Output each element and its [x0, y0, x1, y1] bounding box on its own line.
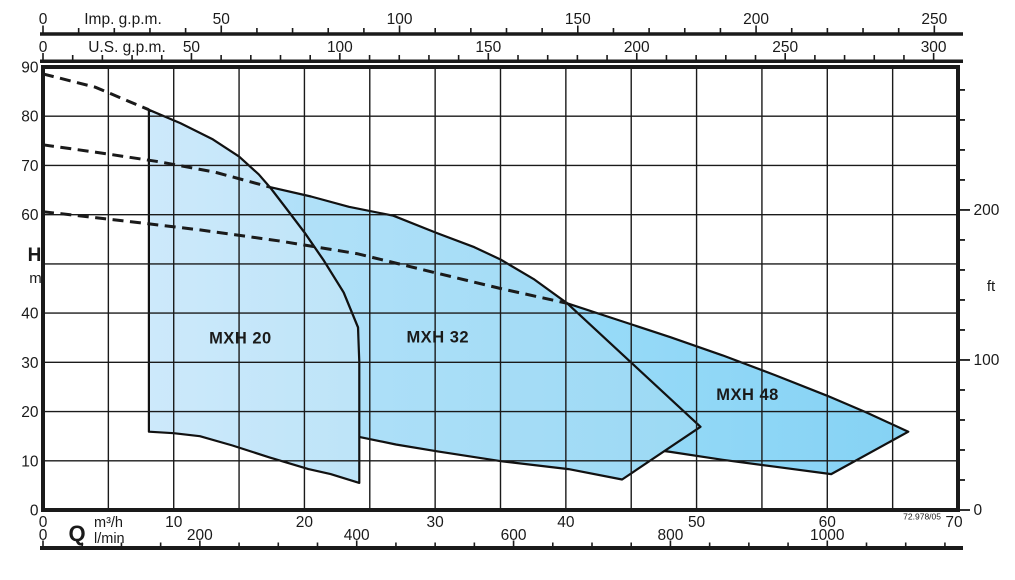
lmin-tick-label: 600 — [501, 527, 527, 544]
dashed-curve-limit-mxh48 — [42, 210, 568, 305]
imp-gpm-tick-label: 200 — [743, 11, 769, 28]
head-axis-title: H — [28, 245, 42, 266]
head-ft-axis-title: ft — [987, 278, 996, 295]
m3h-tick-label: 20 — [296, 514, 314, 531]
series-label-mxh-48: MXH 48 — [716, 386, 779, 404]
head-ft-tick-label: 0 — [974, 502, 983, 519]
us-gpm-tick-label: 100 — [327, 39, 353, 56]
head-m-tick-label: 20 — [21, 404, 39, 421]
imp-gpm-tick-label: 50 — [213, 11, 231, 28]
m3h-tick-label: 0 — [39, 514, 48, 531]
m3h-tick-label: 70 — [945, 514, 963, 531]
lmin-tick-label: 800 — [657, 527, 683, 544]
head-m-tick-label: 80 — [21, 109, 39, 126]
series-labels: MXH 20 MXH 32 MXH 48 — [209, 329, 779, 404]
series-label-mxh-32: MXH 32 — [406, 329, 469, 347]
lmin-tick-label: 400 — [344, 527, 370, 544]
imp-gpm-tick-label: 0 — [39, 11, 48, 28]
us-gpm-axis-title: U.S. g.p.m. — [88, 39, 166, 56]
us-gpm-tick-label: 150 — [475, 39, 501, 56]
lmin-tick-label: 0 — [39, 527, 48, 544]
us-gpm-axis: 0 50 100 150 200 250 300 U.S. g.p.m. — [39, 39, 963, 63]
m3h-unit-label: m³/h — [94, 515, 123, 531]
imp-gpm-tick-label: 150 — [565, 11, 591, 28]
drawing-number: 72.978/05 — [903, 512, 941, 522]
lmin-axis: 0 200 400 600 800 1000 — [39, 527, 963, 550]
m3h-tick-label: 10 — [165, 514, 183, 531]
lmin-unit-label: l/min — [94, 531, 125, 547]
m3h-tick-label: 60 — [819, 514, 837, 531]
imp-gpm-axis-title: Imp. g.p.m. — [84, 11, 162, 28]
imp-gpm-tick-label: 100 — [387, 11, 413, 28]
head-m-tick-label: 0 — [30, 503, 39, 520]
imp-gpm-tick-label: 250 — [921, 11, 947, 28]
series-label-mxh-20: MXH 20 — [209, 330, 272, 348]
us-gpm-tick-label: 250 — [772, 39, 798, 56]
m3h-tick-label: 30 — [427, 514, 445, 531]
m3h-tick-label: 40 — [557, 514, 575, 531]
imp-gpm-axis: 0 50 100 150 200 250 Imp. g.p.m. — [39, 11, 963, 36]
us-gpm-tick-label: 50 — [183, 39, 201, 56]
head-axis-unit: m — [29, 270, 42, 287]
head-ft-tick-label: 100 — [974, 352, 1000, 369]
lmin-tick-label: 1000 — [810, 527, 845, 544]
head-ft-tick-label: 200 — [974, 202, 1000, 219]
m3h-tick-label: 50 — [688, 514, 706, 531]
plot-frame — [41, 65, 960, 512]
head-m-tick-label: 10 — [21, 453, 39, 470]
q-axis-label: Q — [68, 521, 85, 546]
us-gpm-tick-label: 300 — [921, 39, 947, 56]
area-mxh-20 — [147, 108, 361, 484]
us-gpm-tick-label: 0 — [39, 39, 48, 56]
dashed-curve-limit-mxh32 — [42, 143, 271, 189]
head-m-tick-label: 60 — [21, 207, 39, 224]
head-m-tick-label: 30 — [21, 355, 39, 372]
head-m-axis: 0 10 20 30 40 60 70 80 90 Hm — [21, 60, 42, 520]
series-areas — [147, 108, 910, 484]
head-m-tick-label: 70 — [21, 158, 39, 175]
dashed-limit-curves — [42, 72, 568, 305]
lmin-tick-label: 200 — [187, 527, 213, 544]
m3h-axis: 0 10 20 30 40 50 60 70 Q m³/hl/min — [39, 514, 963, 547]
us-gpm-tick-label: 200 — [624, 39, 650, 56]
head-m-tick-label: 40 — [21, 306, 39, 323]
head-m-tick-label: 90 — [21, 60, 39, 77]
dashed-curve-limit-mxh20 — [42, 72, 150, 112]
head-ft-axis: 0 100 200 ft — [958, 89, 1000, 519]
